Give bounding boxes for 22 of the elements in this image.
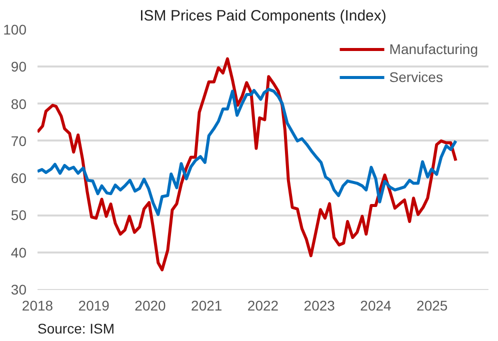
legend-label: Services: [389, 69, 443, 85]
source-note: Source: ISM: [38, 320, 115, 336]
x-tick-label: 2022: [247, 298, 279, 314]
y-tick-label: 90: [10, 58, 27, 75]
x-tick-label: 2020: [134, 298, 166, 314]
y-tick-label: 70: [10, 132, 27, 149]
x-tick-label: 2018: [22, 298, 54, 314]
x-tick-label: 2023: [304, 298, 336, 314]
y-tick-label: 50: [10, 207, 27, 224]
y-tick-label: 30: [10, 282, 27, 298]
line-series: [38, 88, 458, 216]
y-tick-label: 100: [3, 22, 27, 38]
chart-title: ISM Prices Paid Components (Index): [140, 8, 386, 24]
y-tick-label: 80: [10, 96, 27, 112]
y-tick-label: 60: [10, 170, 27, 186]
line-series: [38, 57, 458, 272]
x-tick-label: 2019: [78, 298, 110, 314]
x-tick-label: 2021: [191, 298, 222, 314]
x-tick-label: 2024: [360, 298, 392, 314]
y-tick-label: 40: [10, 244, 27, 260]
legend-label: Manufacturing: [389, 41, 478, 57]
x-tick-label: 2025: [416, 298, 448, 314]
